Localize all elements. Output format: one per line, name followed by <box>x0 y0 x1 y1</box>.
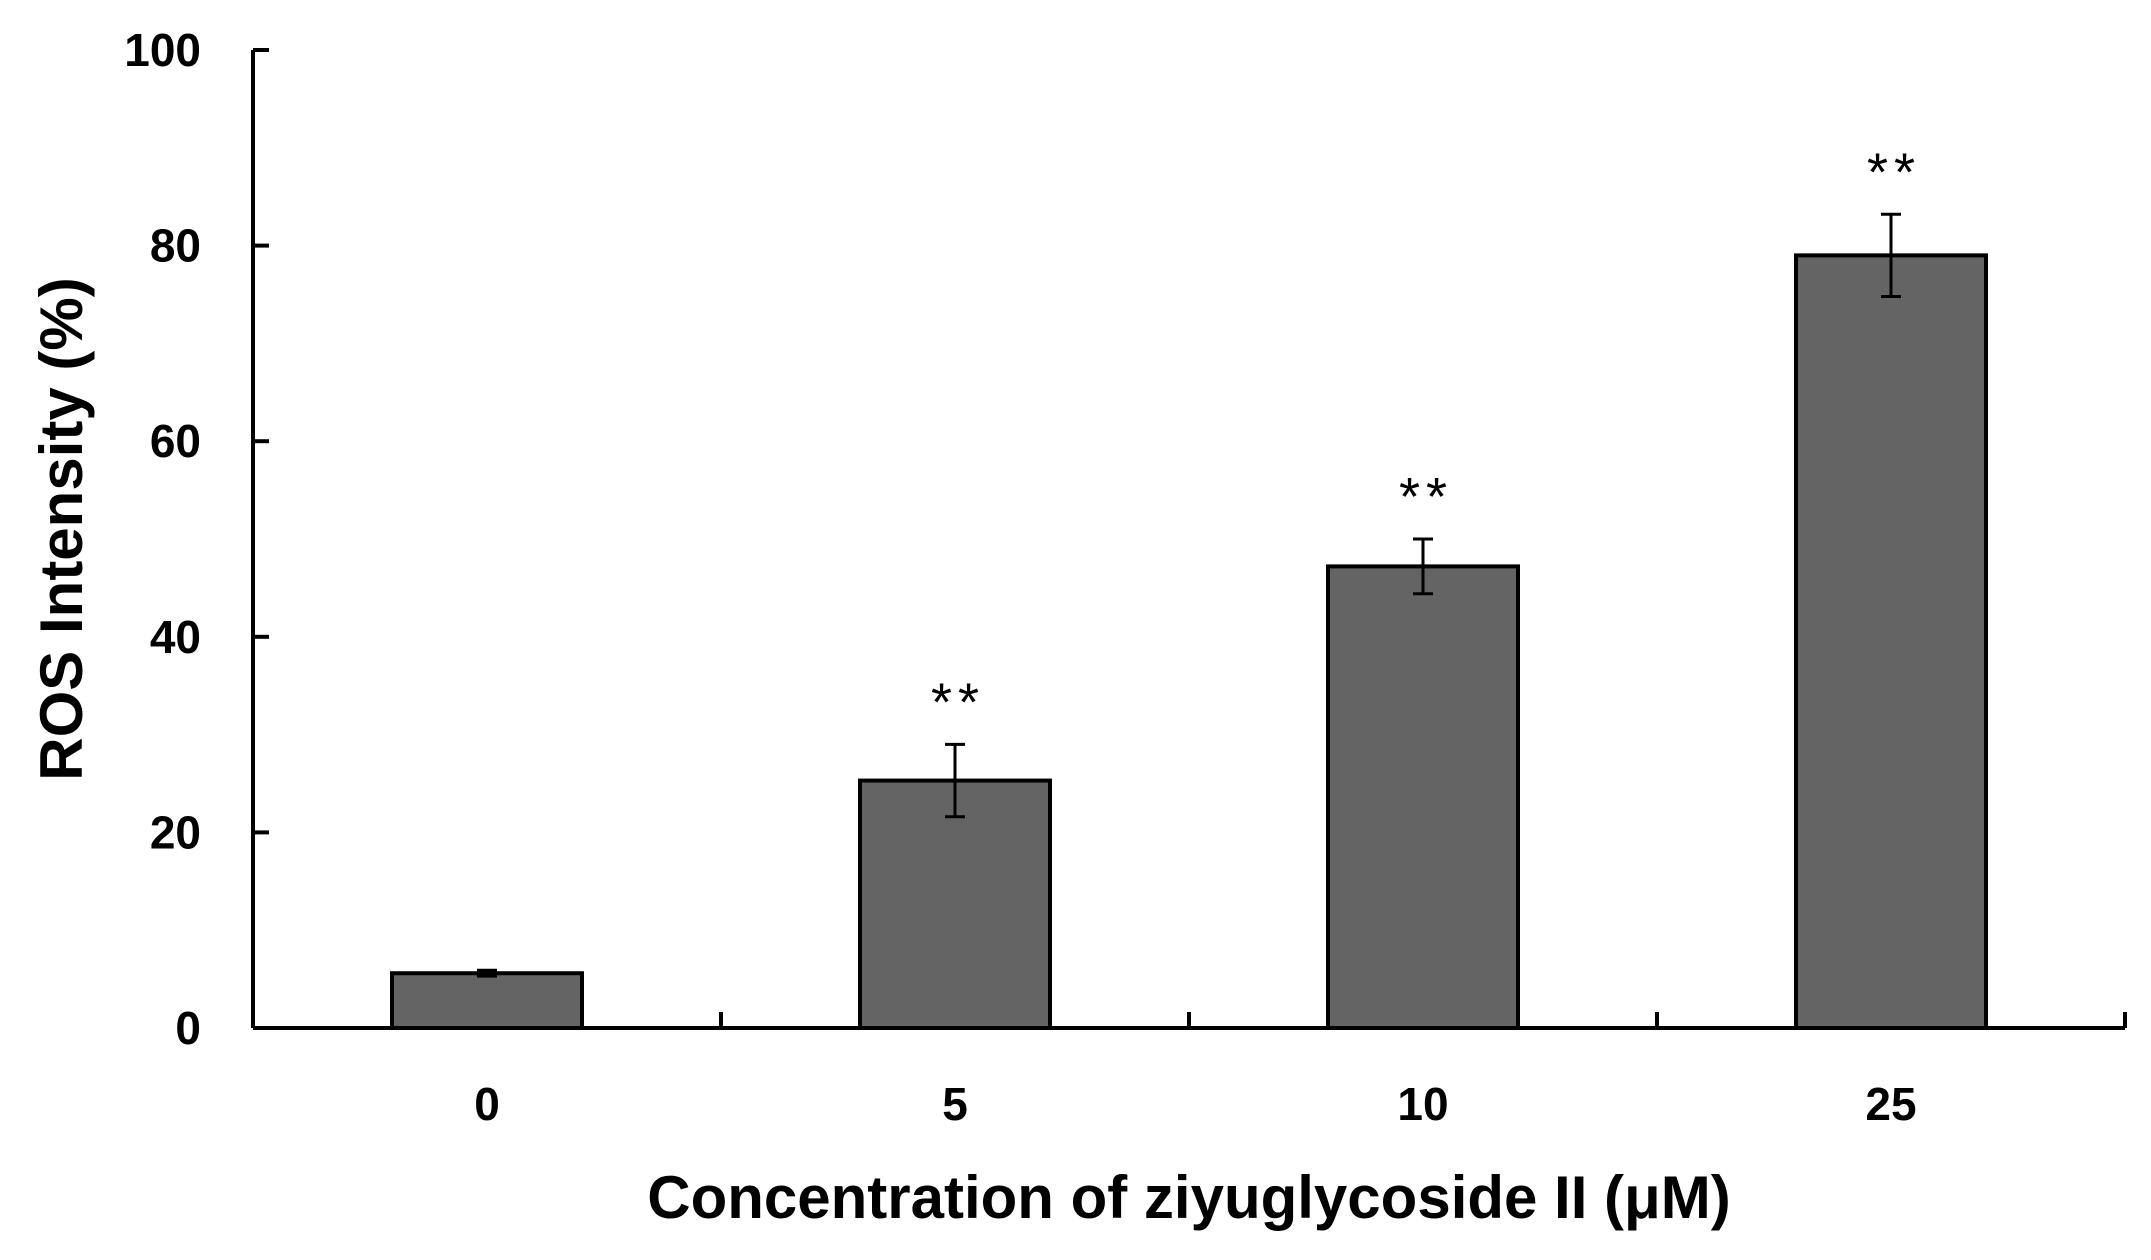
y-ticks: 0 20 40 60 80 100 <box>124 24 269 1054</box>
bar <box>858 778 1052 1030</box>
x-tick-label: 0 <box>474 1078 500 1130</box>
x-tick-label: 25 <box>1865 1078 1916 1130</box>
y-tick-label: 100 <box>124 24 201 76</box>
x-ticks: 0 5 10 25 <box>474 1012 2127 1130</box>
bar <box>390 971 584 1030</box>
y-tick-label: 60 <box>150 415 201 467</box>
error-bar <box>945 742 965 819</box>
y-tick-label: 0 <box>175 1002 201 1054</box>
error-bar <box>1881 212 1901 298</box>
y-tick-label: 80 <box>150 220 201 272</box>
y-axis-title: ROS Intensity (%) <box>28 277 95 780</box>
x-tick-label: 5 <box>942 1078 968 1130</box>
bars <box>390 253 1988 1030</box>
y-tick-label: 40 <box>150 611 201 663</box>
error-bars <box>477 212 1901 978</box>
significance-marker: ** <box>1399 467 1453 527</box>
bar <box>1326 564 1520 1030</box>
y-tick-label: 20 <box>150 806 201 858</box>
significance-markers: ** ** ** <box>931 142 1921 732</box>
significance-marker: ** <box>931 672 985 732</box>
x-tick-label: 10 <box>1397 1078 1448 1130</box>
significance-marker: ** <box>1867 142 1921 202</box>
error-bar <box>1413 537 1433 596</box>
bar <box>1794 253 1988 1030</box>
x-axis-title: Concentration of ziyuglycoside II (μM) <box>647 1164 1730 1231</box>
error-bar <box>477 968 497 978</box>
